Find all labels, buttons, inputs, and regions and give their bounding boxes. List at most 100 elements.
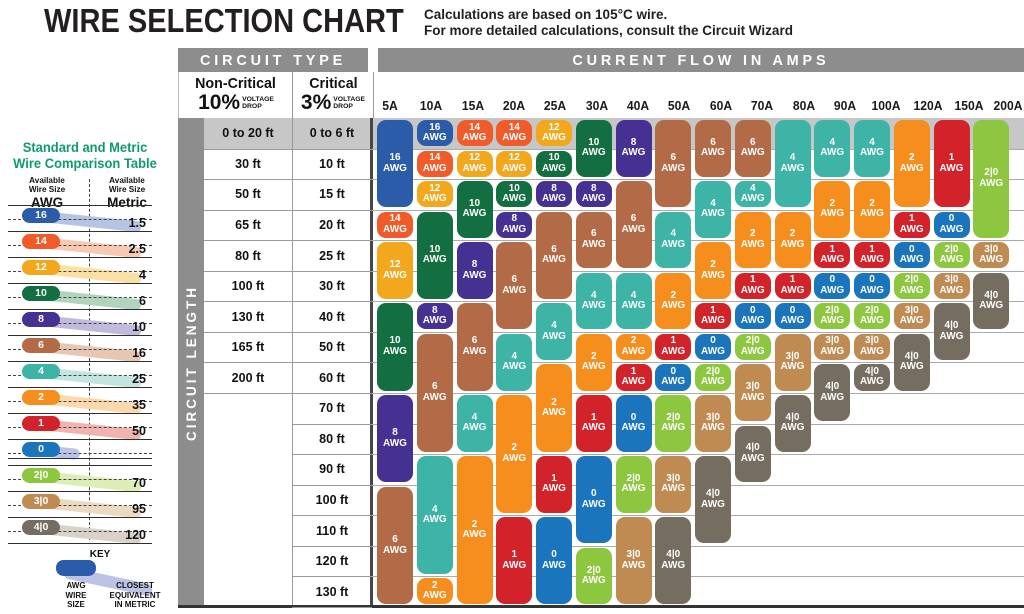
pill-awg-value: 4|0	[865, 365, 879, 377]
wire-comparison-row: 16 1.5	[8, 205, 152, 233]
wire-gauge-pill: 8 AWG	[416, 303, 453, 330]
pill-awg-value: 3|0	[825, 335, 840, 347]
comparison-dashed-line	[8, 453, 152, 454]
amp-column-header: 15A	[461, 99, 484, 113]
sidebar-awg-pill: 4|0	[22, 519, 60, 535]
pill-awg-value: 2	[908, 152, 915, 164]
wire-gauge-pill: 2|0 AWG	[575, 547, 612, 605]
pill-awg-unit: AWG	[422, 391, 447, 403]
wire-gauge-pill: 2|0 AWG	[734, 333, 771, 360]
pill-awg-value: 0	[551, 549, 557, 561]
pill-awg-value: 6	[710, 136, 716, 148]
wire-gauge-pill: 10 AWG	[536, 150, 572, 177]
pill-awg-unit: AWG	[701, 498, 725, 510]
amp-column-header: 150A	[954, 99, 984, 113]
pill-awg-value: 2	[551, 396, 557, 408]
sidebar-column-divider-dashed	[89, 179, 90, 540]
row-label-non-critical: 80 ft	[204, 240, 292, 272]
pill-awg-value: 8	[392, 427, 398, 439]
pill-awg-unit: AWG	[542, 330, 566, 342]
pill-awg-value: 0	[670, 365, 677, 377]
wire-gauge-pill: 3|0 AWG	[734, 364, 771, 422]
wire-gauge-pill: 1 AWG	[933, 120, 970, 208]
pill-awg-unit: AWG	[542, 132, 566, 144]
pill-awg-unit: AWG	[701, 147, 725, 159]
row-label-critical: 40 ft	[292, 301, 372, 333]
wire-gauge-pill: 1 AWG	[734, 272, 771, 299]
row-label-non-critical: 130 ft	[204, 301, 292, 333]
pill-awg-value: 2|0	[825, 304, 840, 316]
pill-awg-value: 14	[468, 121, 481, 133]
wire-comparison-row: 6 16	[8, 335, 152, 363]
pill-awg-value: 10	[468, 197, 481, 209]
row-label-critical: 80 ft	[292, 424, 372, 456]
wire-comparison-table-title: Standard and Metric Wire Comparison Tabl…	[5, 140, 164, 171]
row-label-critical: 30 ft	[292, 271, 372, 303]
pill-awg-unit: AWG	[621, 147, 646, 159]
pill-awg-unit: AWG	[422, 132, 447, 144]
awg-column-header: Available Wire Size AWG	[12, 176, 82, 210]
wire-gauge-pill: 6 AWG	[496, 242, 533, 330]
sidebar-awg-pill: 3|0	[22, 493, 60, 509]
pill-awg-unit: AWG	[581, 193, 606, 205]
row-label-critical: 120 ft	[292, 546, 372, 578]
circuit-length-label: CIRCUIT LENGTH	[183, 284, 199, 441]
pill-awg-unit: AWG	[621, 422, 646, 434]
pill-awg-value: 0	[948, 213, 955, 225]
wire-gauge-pill: 4|0 AWG	[814, 364, 851, 422]
pill-awg-unit: AWG	[899, 284, 924, 296]
wire-gauge-pill: 2 AWG	[456, 456, 493, 605]
page-subtitle: Calculations are based on 105°C wire. Fo…	[424, 7, 793, 39]
wire-gauge-pill: 4 AWG	[615, 272, 652, 330]
pill-awg-unit: AWG	[820, 147, 845, 159]
pill-awg-unit: AWG	[939, 330, 964, 342]
row-label-non-critical: 165 ft	[204, 332, 292, 364]
wire-gauge-pill: 14 AWG	[377, 211, 413, 238]
wire-gauge-pill: 0 AWG	[893, 242, 930, 269]
pill-awg-value: 2	[511, 442, 518, 454]
pill-awg-unit: AWG	[502, 559, 527, 571]
pill-awg-unit: AWG	[860, 284, 884, 296]
wire-comparison-title-line2: Wire Comparison Table	[13, 155, 157, 171]
amp-column-header: 10A	[420, 99, 443, 113]
pill-awg-value: 6	[630, 213, 637, 225]
pill-awg-unit: AWG	[462, 208, 487, 220]
pill-awg-value: 4|0	[984, 289, 999, 301]
wire-gauge-pill: 0 AWG	[854, 272, 890, 299]
pill-awg-unit: AWG	[860, 147, 884, 159]
pill-awg-unit: AWG	[581, 361, 606, 373]
pill-awg-unit: AWG	[502, 361, 527, 373]
pill-awg-value: 1	[908, 213, 915, 225]
pill-awg-value: 1	[789, 274, 796, 286]
pill-awg-value: 8	[590, 182, 597, 194]
pill-awg-value: 10	[429, 243, 441, 255]
sidebar-awg-pill: 2	[22, 389, 60, 405]
page-title: WIRE SELECTION CHART	[44, 2, 404, 39]
key-title: KEY	[89, 549, 111, 560]
pill-awg-unit: AWG	[701, 422, 725, 434]
pill-awg-unit: AWG	[780, 238, 805, 250]
subtitle-line2: For more detailed calculations, consult …	[424, 23, 793, 39]
pill-awg-value: 6	[471, 335, 478, 347]
pill-awg-unit: AWG	[581, 575, 606, 587]
pill-awg-unit: AWG	[740, 284, 765, 296]
key-awg-pill	[56, 560, 96, 576]
pill-awg-unit: AWG	[542, 483, 566, 495]
row-label-critical: 25 ft	[292, 240, 372, 272]
pill-awg-unit: AWG	[502, 452, 527, 464]
pill-awg-value: 0	[869, 274, 875, 286]
pill-awg-value: 6	[551, 243, 557, 255]
grid-row-line	[372, 454, 1024, 456]
amp-column-header: 200A	[993, 99, 1023, 113]
wire-comparison-row: 1 50	[8, 413, 152, 441]
wire-gauge-pill: 10 AWG	[456, 181, 493, 238]
pill-awg-unit: AWG	[661, 300, 686, 312]
comparison-dashed-line	[8, 427, 152, 428]
wire-gauge-pill: 12 AWG	[536, 120, 572, 147]
pill-awg-value: 3|0	[745, 381, 760, 393]
wire-comparison-row: 0	[8, 439, 152, 461]
wire-gauge-pill: 1 AWG	[536, 456, 572, 513]
pill-awg-value: 4	[511, 350, 518, 362]
pill-awg-unit: AWG	[899, 162, 924, 174]
pill-awg-unit: AWG	[621, 376, 646, 388]
